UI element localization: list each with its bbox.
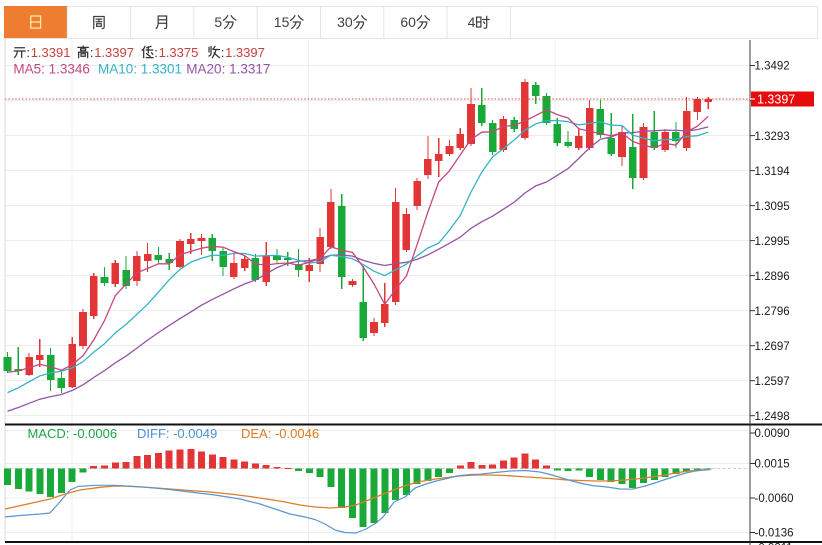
- svg-text:15: 15: [274, 14, 290, 30]
- svg-text:0.0015: 0.0015: [755, 459, 790, 471]
- svg-text:DIFF: -0.0049: DIFF: -0.0049: [137, 426, 217, 441]
- svg-text:1.2697: 1.2697: [755, 341, 790, 353]
- svg-text::: :: [221, 45, 225, 60]
- svg-text:MACD: -0.0006: MACD: -0.0006: [28, 426, 118, 441]
- svg-text:1.3375: 1.3375: [159, 45, 199, 60]
- svg-text:5: 5: [214, 14, 222, 30]
- svg-text:-0.0211: -0.0211: [755, 543, 793, 545]
- svg-text:-0.0060: -0.0060: [755, 493, 794, 505]
- svg-text::: :: [154, 45, 158, 60]
- svg-text:DEA: -0.0046: DEA: -0.0046: [241, 426, 319, 441]
- svg-text:1.3194: 1.3194: [755, 166, 791, 178]
- svg-text:1.3293: 1.3293: [755, 131, 790, 143]
- svg-text:60: 60: [400, 14, 416, 30]
- svg-text:MA10: 1.3301: MA10: 1.3301: [98, 62, 182, 77]
- svg-text:1.2995: 1.2995: [755, 236, 790, 248]
- svg-text:1.2597: 1.2597: [755, 376, 790, 388]
- svg-text:1.3397: 1.3397: [757, 93, 795, 107]
- svg-text:MA5: 1.3346: MA5: 1.3346: [13, 62, 90, 77]
- svg-text:1.2896: 1.2896: [755, 271, 790, 283]
- svg-text:1.3397: 1.3397: [94, 45, 134, 60]
- svg-text::: :: [26, 45, 30, 60]
- svg-text:1.3095: 1.3095: [755, 201, 790, 213]
- svg-text:1.2796: 1.2796: [755, 306, 790, 318]
- svg-text::: :: [90, 45, 94, 60]
- svg-text:1.3492: 1.3492: [755, 61, 790, 73]
- svg-text:1.2498: 1.2498: [755, 411, 790, 423]
- svg-text:1.3397: 1.3397: [225, 45, 265, 60]
- svg-text:4: 4: [468, 14, 476, 30]
- svg-text:0.0090: 0.0090: [755, 428, 790, 440]
- svg-text:1.3391: 1.3391: [31, 45, 71, 60]
- svg-text:30: 30: [337, 14, 353, 30]
- svg-text:-0.0136: -0.0136: [755, 528, 794, 540]
- svg-text:MA20: 1.3317: MA20: 1.3317: [186, 62, 270, 77]
